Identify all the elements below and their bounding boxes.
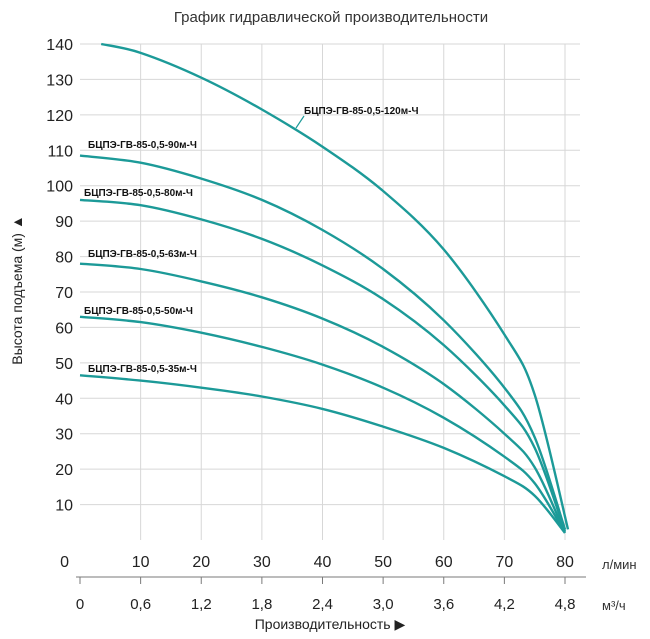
y-tick-label: 20	[55, 462, 73, 479]
curves	[79, 42, 570, 534]
x-secondary-tick-label: 2,4	[312, 596, 333, 613]
y-tick-label: 40	[55, 391, 73, 408]
y-tick-label: 30	[55, 427, 73, 444]
y-tick-label: 60	[55, 320, 73, 337]
y-axis-ticks: 10 20 30 40 50 60 70 80 90 100 110 120 130 140	[46, 37, 73, 515]
x-secondary-tick-label: 3,0	[373, 596, 394, 613]
series-label-5: БЦПЭ-ГВ-85-0,5-35м-Ч	[88, 364, 197, 375]
y-tick-label: 80	[55, 250, 73, 267]
series-label-leader	[295, 115, 305, 129]
x-secondary-tick-label: 0,6	[130, 596, 151, 613]
x-secondary-tick-label: 0	[76, 596, 84, 613]
x-tick-label: 30	[253, 554, 271, 571]
x-tick-label: 40	[314, 554, 332, 571]
series-curve-2	[79, 198, 567, 532]
y-tick-label: 130	[46, 72, 73, 89]
x-tick-label: 60	[435, 554, 453, 571]
x-unit-secondary: м³/ч	[602, 598, 626, 613]
x-secondary-tick-label: 1,2	[191, 596, 212, 613]
series-curve-5	[79, 374, 566, 534]
series-label-0: БЦПЭ-ГВ-85-0,5-120м-Ч	[304, 106, 418, 117]
series-label-2: БЦПЭ-ГВ-85-0,5-80м-Ч	[84, 188, 193, 199]
series-curve-4	[79, 315, 567, 534]
series-curve-0	[100, 42, 570, 530]
x-secondary-tick-label: 3,6	[433, 596, 454, 613]
y-tick-label: 100	[46, 179, 73, 196]
x-axis-ticks: 10 20 30 40 50 60 70 80 0 0,6 1,2 1,8 2,4 3,0 3,6 4,2 4,…	[76, 554, 576, 613]
x-tick-label: 50	[374, 554, 392, 571]
x-secondary-tick-label: 1,8	[251, 596, 272, 613]
y-tick-label: 90	[55, 214, 73, 231]
x-tick-label: 20	[192, 554, 210, 571]
series-label-3: БЦПЭ-ГВ-85-0,5-63м-Ч	[88, 249, 197, 260]
x-secondary-tick-label: 4,2	[494, 596, 515, 613]
series-label-1: БЦПЭ-ГВ-85-0,5-90м-Ч	[88, 140, 197, 151]
y-tick-label: 10	[55, 498, 73, 515]
x-tick-label: 70	[495, 554, 513, 571]
x-secondary-tick-label: 4,8	[555, 596, 576, 613]
series-label-4: БЦПЭ-ГВ-85-0,5-50м-Ч	[84, 306, 193, 317]
x-unit-primary: л/мин	[602, 557, 637, 572]
chart-title: График гидравлической производительности	[174, 9, 488, 26]
y-tick-label: 70	[55, 285, 73, 302]
x-axis-label: Производительность ▶	[255, 616, 406, 632]
y-tick-label: 110	[47, 143, 73, 160]
x-tick-label: 10	[132, 554, 150, 571]
series-curve-1	[79, 154, 567, 530]
y-tick-label: 50	[55, 356, 73, 373]
y-tick-label: 140	[46, 37, 73, 54]
grid	[80, 43, 580, 540]
series-labels: БЦПЭ-ГВ-85-0,5-120м-Ч БЦПЭ-ГВ-85-0,5-90м-…	[84, 106, 418, 375]
series-curve-3	[79, 262, 567, 534]
y-tick-label: 120	[46, 108, 73, 125]
x-origin-label: 0	[60, 554, 69, 571]
x-tick-label: 80	[556, 554, 574, 571]
y-axis-label: Высота подъема (м) ▲	[9, 215, 25, 364]
